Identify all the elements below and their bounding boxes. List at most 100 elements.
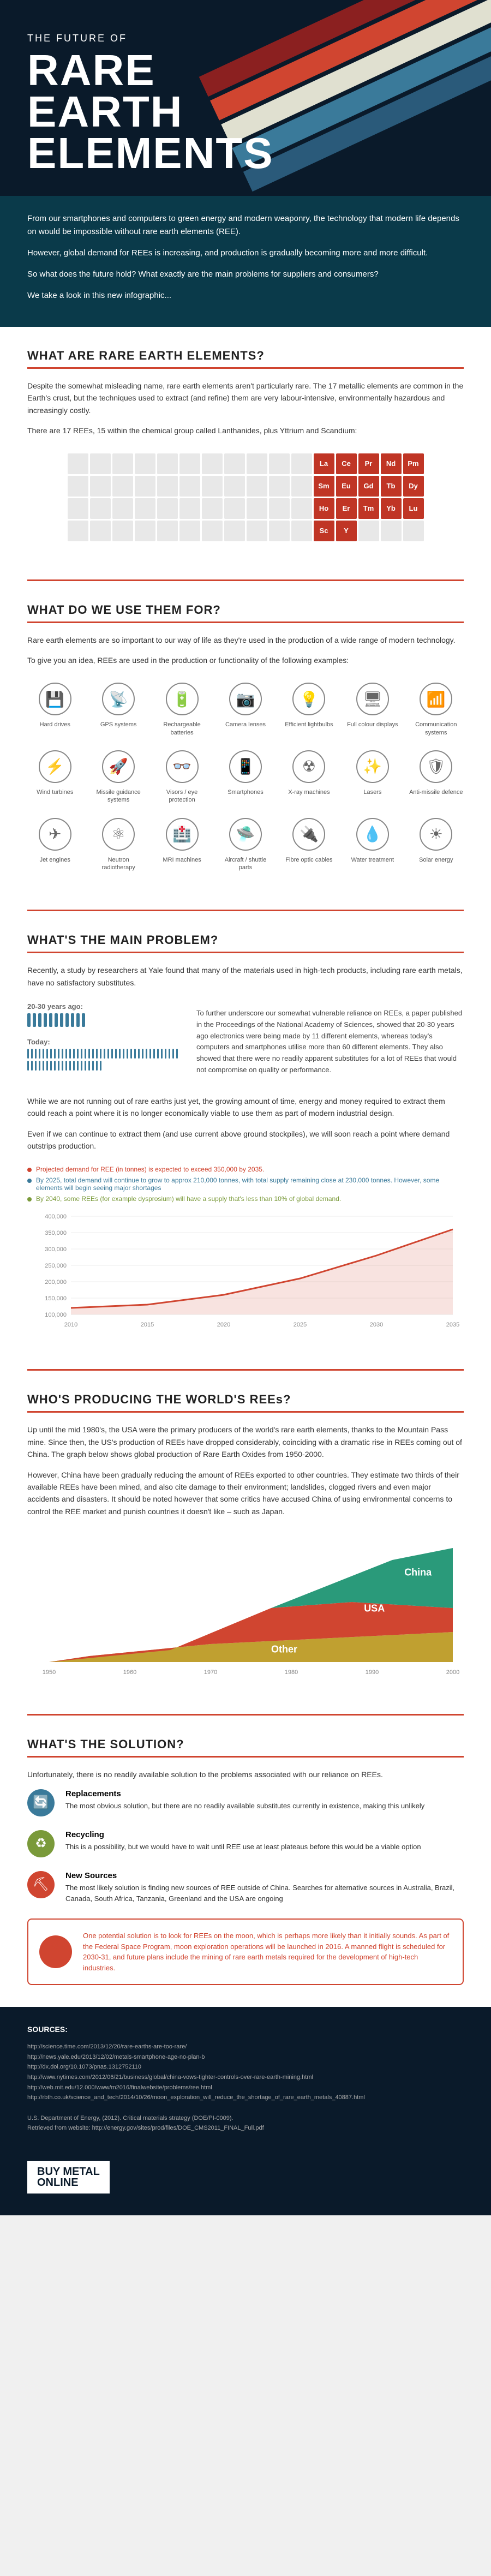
- source-line: http://science.time.com/2013/12/20/rare-…: [27, 2042, 464, 2052]
- section-title: WHAT DO WE USE THEM FOR?: [27, 603, 464, 623]
- section-problem: WHAT'S THE MAIN PROBLEM? Recently, a stu…: [0, 911, 491, 1369]
- element-Pm: Pm: [403, 453, 424, 474]
- legend-item: By 2025, total demand will continue to g…: [27, 1176, 464, 1192]
- solution-title: Replacements: [65, 1789, 424, 1798]
- element-Pr: Pr: [358, 453, 379, 474]
- use-label: Water treatment: [345, 856, 400, 864]
- svg-text:China: China: [404, 1567, 432, 1578]
- element-Y: Y: [336, 521, 357, 541]
- what-p1: Despite the somewhat misleading name, ra…: [27, 380, 464, 416]
- use-item: 🛸Aircraft / shuttle parts: [218, 818, 273, 872]
- use-label: Efficient lightbulbs: [282, 721, 337, 728]
- svg-text:200,000: 200,000: [45, 1279, 67, 1286]
- use-item: 💧Water treatment: [345, 818, 400, 872]
- header-subtitle: THE FUTURE OF: [27, 33, 464, 44]
- use-item: 💡 Efficient lightbulbs: [282, 683, 337, 737]
- solution-text: This is a possibility, but we would have…: [65, 1842, 421, 1853]
- uses-grid: 💾Hard drives📡GPS systems🔋Rechargeable ba…: [27, 683, 464, 871]
- bar-explainer: To further underscore our somewhat vulne…: [196, 1008, 464, 1076]
- svg-text:2030: 2030: [370, 1322, 383, 1328]
- header: THE FUTURE OF RARE EARTH ELEMENTS: [0, 0, 491, 196]
- use-item: 💾 Hard drives: [27, 683, 82, 737]
- use-icon: ☀: [420, 818, 452, 851]
- use-label: Camera lenses: [218, 721, 273, 728]
- demand-chart: Projected demand for REE (in tonnes) is …: [27, 1166, 464, 1334]
- element-Ho: Ho: [314, 498, 334, 519]
- use-item: ☢X-ray machines: [282, 750, 337, 804]
- element-Gd: Gd: [358, 476, 379, 497]
- sources-title: SOURCES:: [27, 2023, 464, 2036]
- production-area-chart: ChinaUSAOther195019601970198019902000: [27, 1537, 464, 1678]
- what-p2: There are 17 REEs, 15 within the chemica…: [27, 425, 464, 437]
- use-item: 🏥 MRI machines: [154, 818, 209, 872]
- use-item: ⚛Neutron radiotherapy: [91, 818, 146, 872]
- moon-callout: One potential solution is to look for RE…: [27, 1918, 464, 1985]
- element-Ce: Ce: [336, 453, 357, 474]
- use-item: 📶 Communication systems: [409, 683, 464, 737]
- element-Tb: Tb: [381, 476, 402, 497]
- use-icon: 🖥: [356, 683, 389, 715]
- use-icon: 📶: [420, 683, 452, 715]
- svg-text:2010: 2010: [64, 1322, 77, 1328]
- use-icon: 📱: [229, 750, 262, 783]
- use-item: 🛡Anti-missile defence: [409, 750, 464, 804]
- use-icon: 🔌: [292, 818, 325, 851]
- solution-text: The most obvious solution, but there are…: [65, 1801, 424, 1812]
- solution-item: ⛏New SourcesThe most likely solution is …: [27, 1871, 464, 1905]
- use-item: 📷 Camera lenses: [218, 683, 273, 737]
- uses-p1: Rare earth elements are so important to …: [27, 634, 464, 646]
- section-title: WHAT'S THE SOLUTION?: [27, 1737, 464, 1758]
- section-title: WHAT'S THE MAIN PROBLEM?: [27, 933, 464, 953]
- use-label: Aircraft / shuttle parts: [218, 856, 273, 872]
- element-Er: Er: [336, 498, 357, 519]
- use-item: ☀ Solar energy: [409, 818, 464, 872]
- sol-p1: Unfortunately, there is no readily avail…: [27, 1768, 464, 1780]
- svg-text:2025: 2025: [294, 1322, 307, 1328]
- solution-icon: ⛏: [27, 1871, 55, 1898]
- section-what: WHAT ARE RARE EARTH ELEMENTS? Despite th…: [0, 327, 491, 579]
- source-line: U.S. Department of Energy, (2012). Criti…: [27, 2113, 464, 2124]
- prob-p1: Recently, a study by researchers at Yale…: [27, 964, 464, 989]
- solution-text: The most likely solution is finding new …: [65, 1882, 464, 1905]
- use-label: Lasers: [345, 788, 400, 796]
- infographic-page: THE FUTURE OF RARE EARTH ELEMENTS From o…: [0, 0, 491, 2215]
- element-Lu: Lu: [403, 498, 424, 519]
- use-icon: 💡: [292, 683, 325, 715]
- element-count-comparison: 20-30 years ago: Today: To further under…: [27, 1002, 464, 1081]
- bar-old-label: 20-30 years ago:: [27, 1002, 180, 1011]
- use-label: Communication systems: [409, 721, 464, 737]
- element-Eu: Eu: [336, 476, 357, 497]
- solution-title: Recycling: [65, 1830, 421, 1839]
- use-label: Solar energy: [409, 856, 464, 864]
- intro-block: From our smartphones and computers to gr…: [0, 196, 491, 327]
- svg-text:150,000: 150,000: [45, 1295, 67, 1302]
- solution-icon: 🔄: [27, 1789, 55, 1816]
- use-icon: 🏥: [166, 818, 199, 851]
- use-item: 📱Smartphones: [218, 750, 273, 804]
- section-title: WHAT ARE RARE EARTH ELEMENTS?: [27, 349, 464, 369]
- use-item: 🔋Rechargeable batteries: [154, 683, 209, 737]
- legend-item: By 2040, some REEs (for example dysprosi…: [27, 1195, 464, 1203]
- svg-text:2020: 2020: [217, 1322, 230, 1328]
- svg-text:2000: 2000: [446, 1669, 459, 1676]
- source-line: http://news.yale.edu/2013/12/02/metals-s…: [27, 2052, 464, 2063]
- svg-text:250,000: 250,000: [45, 1263, 67, 1269]
- intro-p2: However, global demand for REEs is incre…: [27, 247, 464, 260]
- moon-text: One potential solution is to look for RE…: [83, 1930, 452, 1973]
- use-icon: 🔋: [166, 683, 199, 715]
- source-line: [27, 2103, 464, 2113]
- use-icon: 📷: [229, 683, 262, 715]
- use-icon: 💾: [39, 683, 71, 715]
- use-label: Jet engines: [27, 856, 82, 864]
- prob-p2: While we are not running out of rare ear…: [27, 1095, 464, 1120]
- use-icon: ✨: [356, 750, 389, 783]
- prod-p2: However, China have been gradually reduc…: [27, 1469, 464, 1518]
- section-solution: WHAT'S THE SOLUTION? Unfortunately, ther…: [0, 1716, 491, 2007]
- element-La: La: [314, 453, 334, 474]
- use-icon: 🚀: [102, 750, 135, 783]
- use-icon: 🛡: [420, 750, 452, 783]
- use-label: Hard drives: [27, 721, 82, 728]
- use-label: MRI machines: [154, 856, 209, 864]
- element-Sm: Sm: [314, 476, 334, 497]
- use-item: 👓Visors / eye protection: [154, 750, 209, 804]
